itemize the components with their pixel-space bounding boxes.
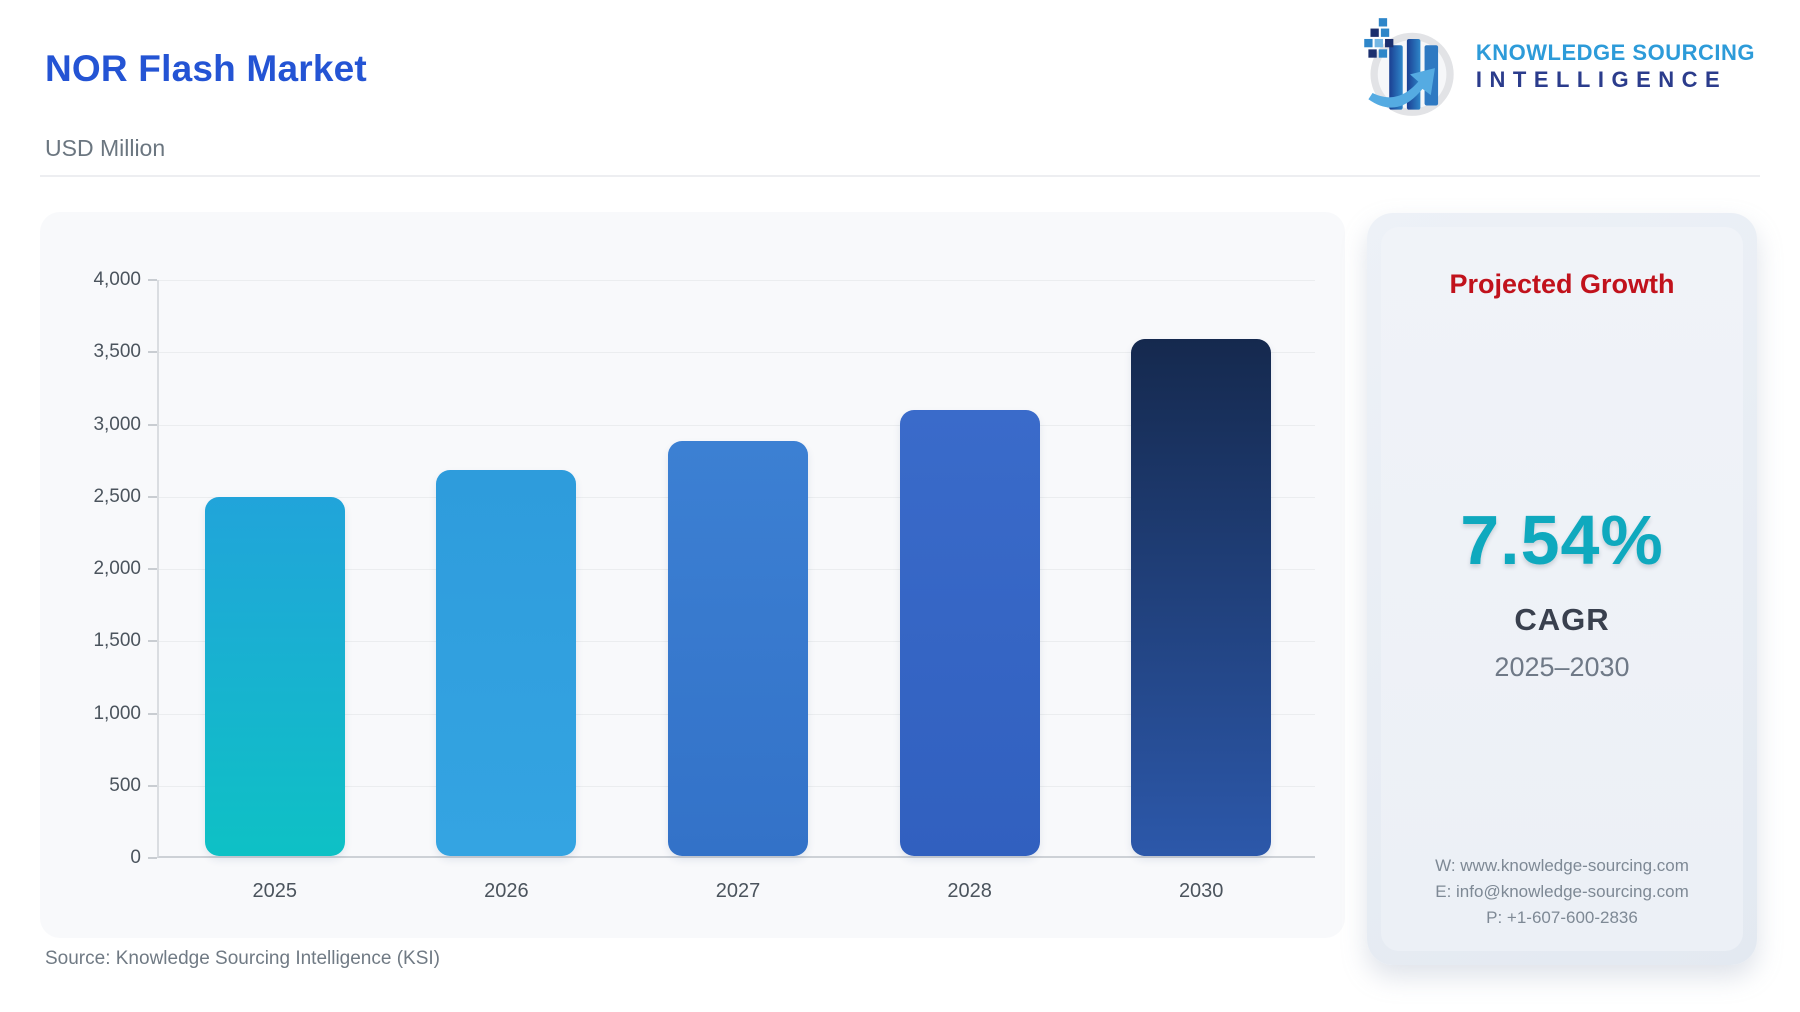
plot-area: 0 500 1,000 1,500 2,000 2,500 3,000 3,500 4,000 2… — [93, 269, 1315, 902]
gridline-3,500 — [159, 352, 1315, 354]
y-tick-mark — [148, 351, 157, 354]
source-note: Source: Knowledge Sourcing Intelligence … — [45, 948, 441, 969]
chart-unit-label: USD Million — [45, 135, 166, 161]
contact-phone: P: +1-607-600-2836 — [1486, 908, 1638, 927]
y-tick-mark — [148, 279, 157, 281]
y-tick-label: 1,500 — [93, 630, 141, 652]
logo-mark-icon — [1364, 18, 1454, 116]
panel-heading: Projected Growth — [1449, 269, 1675, 299]
gridline-4,000 — [159, 280, 1315, 281]
cagr-value: 7.54% — [1460, 501, 1664, 579]
projected-growth-panel-inner: Projected Growth 7.54% CAGR 2025–2030 W:… — [1381, 227, 1743, 951]
y-tick-label: 1,000 — [93, 702, 141, 724]
logo-line2: INTELLIGENCE — [1475, 67, 1728, 92]
chart-card: 0 500 1,000 1,500 2,000 2,500 3,000 3,500 4,000 2… — [40, 212, 1345, 938]
projected-growth-panel: Projected Growth 7.54% CAGR 2025–2030 W:… — [1367, 213, 1757, 965]
x-axis-label-2030: 2030 — [1178, 880, 1224, 902]
y-tick-label: 3,000 — [93, 413, 141, 435]
gridline-3,000 — [159, 424, 1315, 426]
y-tick-label: 500 — [109, 774, 141, 796]
cagr-period: 2025–2030 — [1494, 652, 1630, 682]
y-tick-label: 3,500 — [93, 341, 141, 363]
x-axis-label-2026: 2026 — [484, 880, 529, 902]
y-tick-label: 4,000 — [93, 269, 141, 290]
cagr-label: CAGR — [1514, 602, 1610, 637]
y-tick-mark — [148, 495, 157, 498]
y-tick-mark — [148, 857, 157, 859]
y-tick-mark — [148, 784, 157, 787]
contact-block: W: www.knowledge-sourcing.com E: info@kn… — [1435, 853, 1689, 931]
y-tick-label: 2,000 — [93, 558, 141, 579]
bar-2027 — [668, 440, 808, 856]
contact-website: W: www.knowledge-sourcing.com — [1435, 856, 1689, 875]
contact-email: E: info@knowledge-sourcing.com — [1435, 882, 1689, 901]
company-logo: KNOWLEDGE SOURCING INTELLIGENCE — [1358, 14, 1755, 118]
y-tick-mark — [148, 568, 157, 570]
y-tick-label: 0 — [130, 847, 141, 868]
x-axis-label-2025: 2025 — [252, 880, 298, 902]
logo-line1: KNOWLEDGE SOURCING — [1475, 39, 1755, 65]
x-axis-label-2027: 2027 — [715, 880, 761, 902]
y-tick-mark — [148, 640, 157, 643]
y-tick-mark — [148, 712, 157, 715]
bar-2025 — [204, 496, 345, 856]
y-tick-mark — [148, 423, 157, 426]
y-tick-label: 2,500 — [93, 485, 141, 507]
bar-2026 — [436, 470, 577, 856]
bar-2030 — [1131, 338, 1272, 856]
x-axis-label-2028: 2028 — [947, 880, 992, 902]
bar-2028 — [899, 409, 1040, 856]
header-divider — [40, 175, 1760, 177]
logo-text: KNOWLEDGE SOURCING INTELLIGENCE — [1476, 39, 1755, 94]
page-title: NOR Flash Market — [45, 48, 367, 89]
